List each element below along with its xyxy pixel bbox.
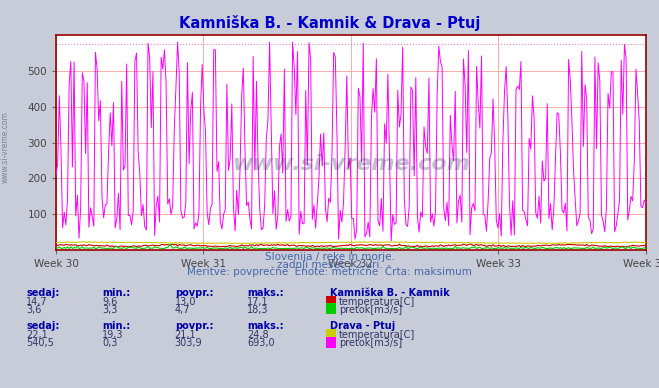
Text: 540,5: 540,5 <box>26 338 54 348</box>
Text: min.:: min.: <box>102 288 130 298</box>
Text: 4,7: 4,7 <box>175 305 190 315</box>
Text: Meritve: povprečne  Enote: metrične  Črta: maksimum: Meritve: povprečne Enote: metrične Črta:… <box>187 265 472 277</box>
Text: 19,3: 19,3 <box>102 330 124 340</box>
Text: www.si-vreme.com: www.si-vreme.com <box>232 154 470 174</box>
Text: Kamniška B. - Kamnik: Kamniška B. - Kamnik <box>330 288 449 298</box>
Text: pretok[m3/s]: pretok[m3/s] <box>339 338 402 348</box>
Text: povpr.:: povpr.: <box>175 288 213 298</box>
Text: 3,6: 3,6 <box>26 305 42 315</box>
Text: 14,7: 14,7 <box>26 297 48 307</box>
Text: 18,3: 18,3 <box>247 305 269 315</box>
Text: Slovenija / reke in morje.: Slovenija / reke in morje. <box>264 252 395 262</box>
Text: sedaj:: sedaj: <box>26 288 60 298</box>
Text: 24,8: 24,8 <box>247 330 269 340</box>
Text: povpr.:: povpr.: <box>175 321 213 331</box>
Text: Kamniška B. - Kamnik & Drava - Ptuj: Kamniška B. - Kamnik & Drava - Ptuj <box>179 15 480 31</box>
Text: temperatura[C]: temperatura[C] <box>339 297 415 307</box>
Text: 13,0: 13,0 <box>175 297 196 307</box>
Text: 22,1: 22,1 <box>26 330 48 340</box>
Text: pretok[m3/s]: pretok[m3/s] <box>339 305 402 315</box>
Text: min.:: min.: <box>102 321 130 331</box>
Text: temperatura[C]: temperatura[C] <box>339 330 415 340</box>
Text: 9,6: 9,6 <box>102 297 117 307</box>
Text: 21,1: 21,1 <box>175 330 196 340</box>
Text: sedaj:: sedaj: <box>26 321 60 331</box>
Text: 0,3: 0,3 <box>102 338 117 348</box>
Text: 3,3: 3,3 <box>102 305 117 315</box>
Text: 693,0: 693,0 <box>247 338 275 348</box>
Text: Drava - Ptuj: Drava - Ptuj <box>330 321 395 331</box>
Text: www.si-vreme.com: www.si-vreme.com <box>1 111 10 184</box>
Text: zadnji mesec / 2 uri.: zadnji mesec / 2 uri. <box>277 260 382 270</box>
Text: maks.:: maks.: <box>247 288 284 298</box>
Text: 17,1: 17,1 <box>247 297 269 307</box>
Text: maks.:: maks.: <box>247 321 284 331</box>
Text: 303,9: 303,9 <box>175 338 202 348</box>
